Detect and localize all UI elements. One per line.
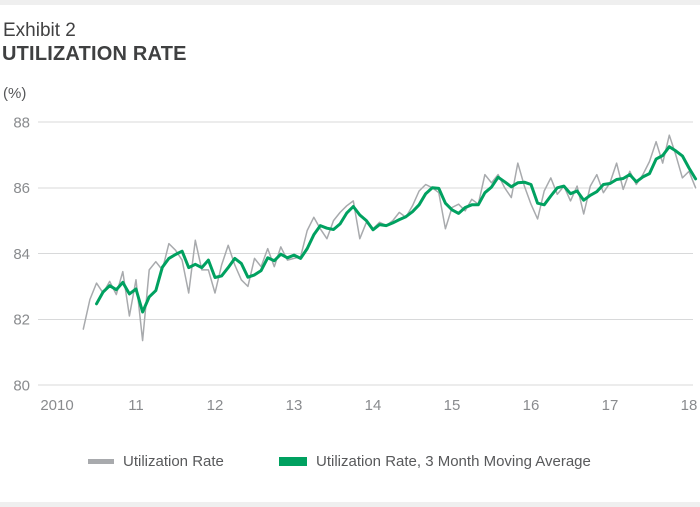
y-axis-unit-label: (%)	[3, 85, 27, 102]
exhibit-label: Exhibit 2	[3, 20, 76, 41]
chart-legend: Utilization Rate Utilization Rate, 3 Mon…	[0, 450, 700, 472]
legend-item-utilization-rate: Utilization Rate	[88, 450, 224, 472]
series-line-moving-average	[95, 145, 698, 314]
y-axis-tick-label: 86	[13, 180, 30, 197]
y-axis-tick-label: 80	[13, 377, 30, 394]
legend-item-moving-average: Utilization Rate, 3 Month Moving Average	[279, 450, 591, 472]
x-axis-tick-label: 2010	[40, 397, 73, 414]
y-axis-tick-label: 88	[13, 114, 30, 131]
series-line-utilization-rate	[82, 134, 697, 342]
gray-line-swatch-icon	[88, 458, 114, 464]
x-axis-tick-label: 14	[365, 397, 382, 414]
green-line-swatch-icon	[279, 456, 307, 466]
x-axis-tick-label: 11	[128, 397, 144, 414]
utilization-rate-line-chart: 80 82 84 86 88 2010 11 12 13 14 15 16 17 18	[13, 114, 698, 414]
x-axis-tick-label: 13	[286, 397, 303, 414]
top-divider-bar	[0, 0, 700, 5]
x-axis-tick-label: 16	[523, 397, 540, 414]
bottom-divider-bar	[0, 502, 700, 507]
page-title: UTILIZATION RATE	[2, 43, 187, 65]
legend-label: Utilization Rate, 3 Month Moving Average	[316, 452, 591, 470]
x-axis-tick-label: 17	[602, 397, 619, 414]
x-axis-tick-label: 12	[207, 397, 224, 414]
legend-label: Utilization Rate	[123, 452, 224, 470]
x-axis-tick-label: 18	[681, 397, 698, 414]
y-axis-tick-label: 82	[13, 312, 30, 329]
y-axis-tick-label: 84	[13, 246, 30, 263]
x-axis-tick-label: 15	[444, 397, 461, 414]
